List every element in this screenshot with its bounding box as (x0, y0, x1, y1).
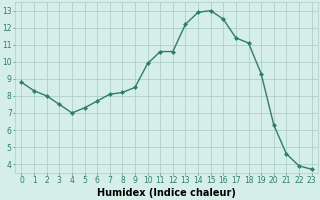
X-axis label: Humidex (Indice chaleur): Humidex (Indice chaleur) (97, 188, 236, 198)
